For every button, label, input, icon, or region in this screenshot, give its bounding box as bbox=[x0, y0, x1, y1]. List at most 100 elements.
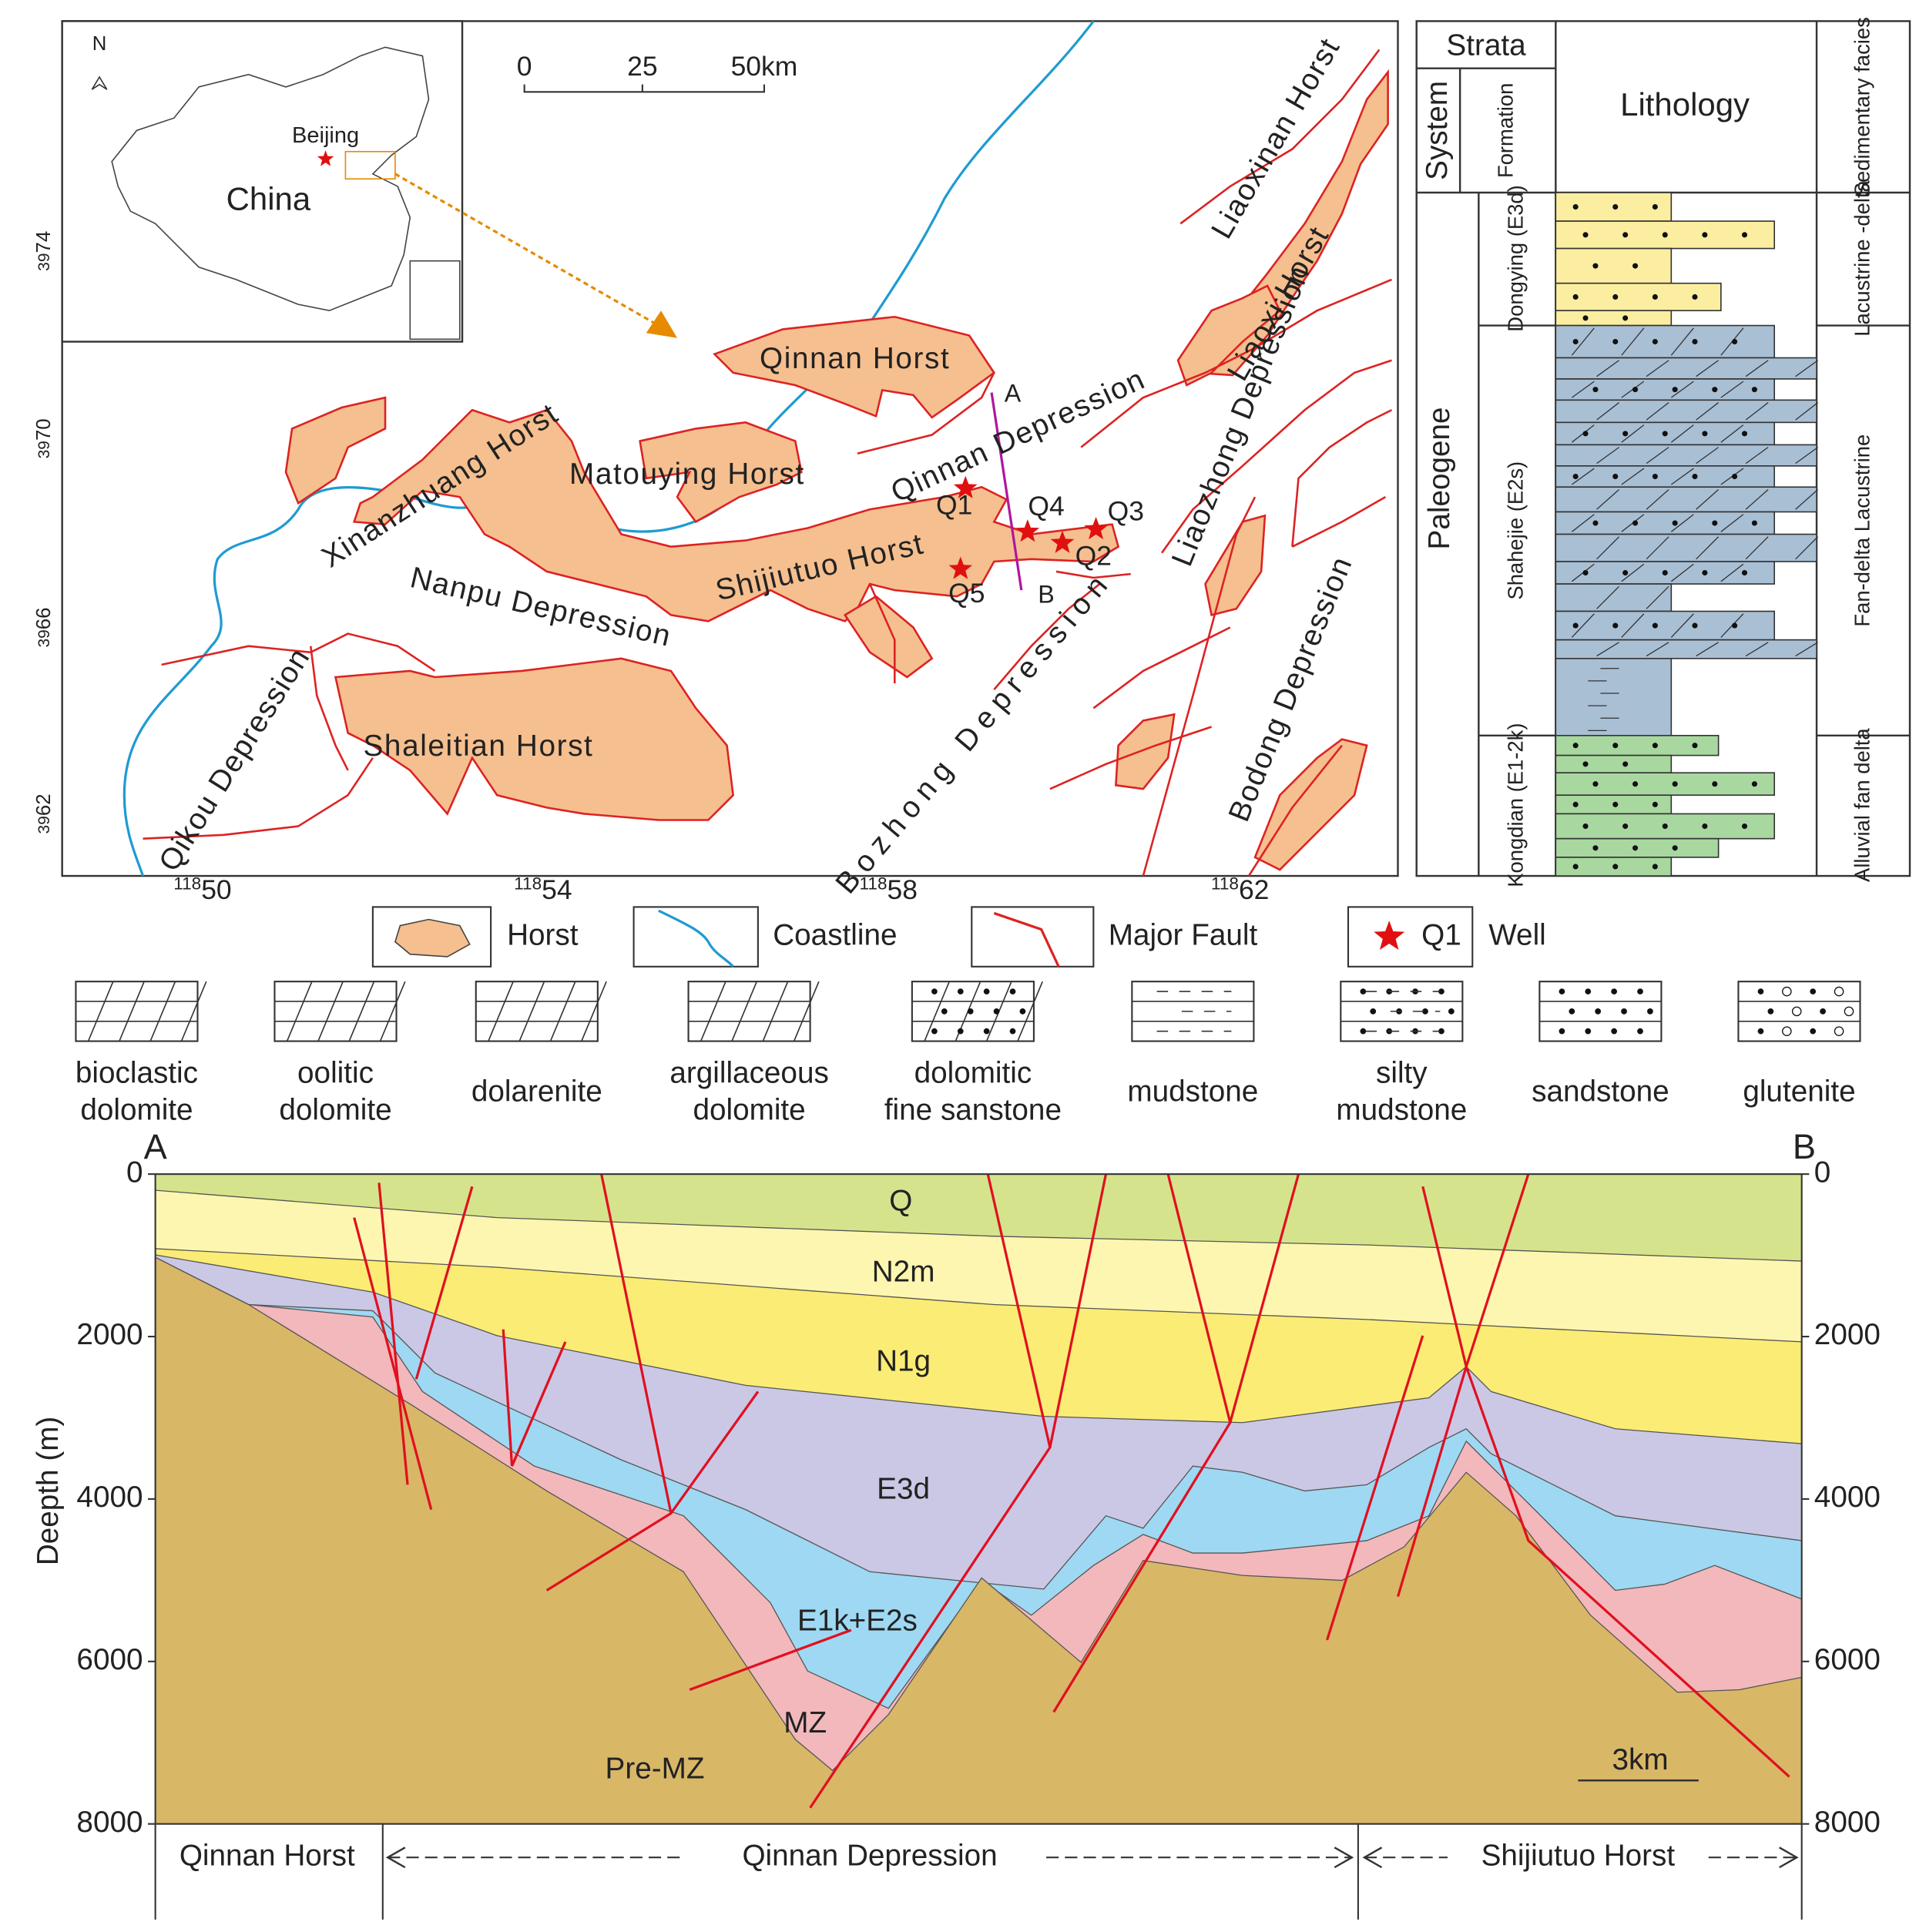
swatch-dot bbox=[1782, 1026, 1792, 1036]
legend-well-star bbox=[1374, 921, 1405, 951]
depth-tick-label: 4000 bbox=[76, 1481, 143, 1514]
legend-label: Q1 bbox=[1421, 918, 1461, 951]
well-label: Q4 bbox=[1028, 491, 1064, 522]
fault bbox=[1291, 496, 1387, 548]
lon-label: 11862 bbox=[1211, 874, 1269, 905]
bed-pattern bbox=[1592, 520, 1599, 526]
fault bbox=[868, 583, 896, 684]
swatch-dot bbox=[1834, 1026, 1844, 1036]
swatch-dot bbox=[1637, 988, 1643, 995]
section-fault bbox=[545, 1390, 760, 1592]
bed-pattern bbox=[1646, 402, 1669, 421]
lithology-bed bbox=[1555, 583, 1673, 612]
bed-pattern bbox=[1612, 293, 1619, 300]
bed-pattern bbox=[1712, 520, 1718, 526]
swatch-dot bbox=[993, 1008, 1000, 1015]
swatch-slash bbox=[87, 981, 114, 1041]
bed-pattern bbox=[1692, 293, 1698, 300]
formation-label: Kongdian (E1-2k) bbox=[1504, 723, 1528, 887]
bed-pattern bbox=[1621, 327, 1645, 356]
section-end-label: B bbox=[1038, 581, 1055, 609]
column-header: System bbox=[1421, 81, 1454, 180]
bed-pattern bbox=[1632, 387, 1639, 393]
lon-deg: 118 bbox=[173, 874, 201, 893]
lat-label: 3974 bbox=[33, 231, 55, 271]
facies-label: Alluvial fan delta bbox=[1851, 728, 1874, 882]
swatch-dot bbox=[1569, 1008, 1575, 1015]
legend-litho-label: silty bbox=[1376, 1056, 1428, 1089]
fault bbox=[1179, 49, 1381, 225]
lithology-bed bbox=[1555, 486, 1817, 513]
unit-label: MZ bbox=[783, 1706, 827, 1739]
bed-pattern bbox=[1670, 468, 1694, 485]
unit-label: Q bbox=[889, 1184, 912, 1217]
fault bbox=[1092, 626, 1231, 709]
depth-tick-label: 2000 bbox=[76, 1318, 143, 1351]
lon-deg: 118 bbox=[1211, 874, 1239, 893]
legend-litho-label: dolomite bbox=[80, 1094, 193, 1127]
swatch-dot bbox=[1810, 1028, 1817, 1035]
bed-pattern bbox=[1596, 536, 1620, 560]
zone-label: Shijiutuo Horst bbox=[1481, 1839, 1676, 1872]
bed-pattern bbox=[1571, 468, 1595, 485]
bed-pattern bbox=[1622, 569, 1629, 576]
swatch-dot bbox=[1585, 1028, 1592, 1035]
south-sea-box bbox=[409, 260, 461, 340]
swatch-dot bbox=[1595, 1008, 1602, 1015]
lat-deg: 39 bbox=[35, 816, 53, 834]
legend-litho-label: mudstone bbox=[1127, 1075, 1258, 1109]
fault bbox=[1247, 744, 1343, 877]
bed-pattern bbox=[1751, 781, 1757, 787]
axis-label: Deepth (m) bbox=[32, 1417, 65, 1566]
bed-pattern bbox=[1571, 327, 1595, 356]
lat-deg: 39 bbox=[35, 441, 53, 458]
bed-pattern bbox=[1720, 381, 1744, 398]
horst bbox=[352, 408, 1120, 622]
bed-pattern bbox=[1592, 845, 1599, 851]
legend-lithology bbox=[75, 981, 1861, 1042]
swatch-dot bbox=[1647, 1008, 1653, 1015]
swatch-dot bbox=[1637, 1028, 1643, 1035]
swatch-dot bbox=[983, 988, 990, 995]
zone-arrowhead bbox=[1362, 1846, 1383, 1869]
city-star bbox=[317, 150, 334, 166]
section-fault bbox=[1229, 1173, 1300, 1424]
legend-box bbox=[971, 906, 1095, 968]
lithology-bed bbox=[1555, 533, 1817, 562]
bed-pattern bbox=[1702, 431, 1708, 437]
well-star bbox=[953, 475, 978, 498]
bed-pattern bbox=[1572, 801, 1579, 807]
bed-pattern bbox=[1572, 864, 1579, 870]
bed-pattern bbox=[1622, 232, 1629, 238]
bed-pattern bbox=[1612, 801, 1619, 807]
swatch-dot bbox=[1448, 1008, 1455, 1015]
bed-pattern bbox=[1652, 293, 1658, 300]
depth-tick-label: 4000 bbox=[1814, 1481, 1881, 1514]
zone-label: Qinnan Depression bbox=[742, 1839, 997, 1872]
bed-pattern bbox=[1582, 761, 1589, 767]
bed-pattern bbox=[1795, 536, 1819, 560]
bed-pattern bbox=[1621, 613, 1645, 638]
north-label: N bbox=[92, 33, 107, 55]
bed-pattern bbox=[1720, 424, 1744, 443]
bed-pattern bbox=[1745, 488, 1769, 510]
lithology-bed bbox=[1555, 247, 1673, 284]
north-arrow bbox=[91, 75, 108, 90]
swatch-slash bbox=[180, 981, 207, 1041]
horsts bbox=[284, 69, 1389, 871]
depth-tick-label: 0 bbox=[126, 1156, 143, 1189]
bed-pattern bbox=[1652, 743, 1658, 749]
bed-pattern bbox=[1646, 488, 1669, 510]
depth-tick-label: 8000 bbox=[1814, 1806, 1881, 1839]
swatch-slash bbox=[348, 981, 375, 1041]
bed-pattern bbox=[1596, 488, 1620, 510]
legend-litho-label: sandstone bbox=[1532, 1075, 1669, 1109]
depth-tick-label: 8000 bbox=[76, 1806, 143, 1839]
swatch-dot bbox=[941, 1008, 948, 1015]
fault bbox=[1080, 278, 1392, 448]
section-fault bbox=[511, 1341, 567, 1467]
bed-pattern bbox=[1670, 381, 1694, 398]
legend-box bbox=[632, 906, 759, 968]
swatch-dot bbox=[1585, 988, 1592, 995]
